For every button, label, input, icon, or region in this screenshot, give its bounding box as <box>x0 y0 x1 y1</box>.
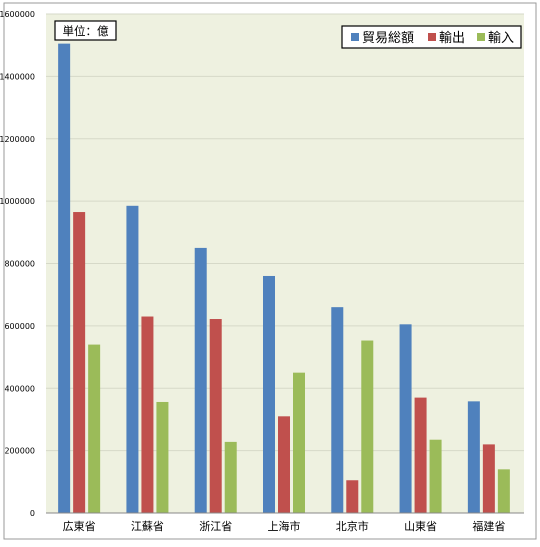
x-tick-label: 浙江省 <box>199 520 232 533</box>
bar-export-5 <box>414 397 427 513</box>
legend-swatch-trade-total <box>351 33 359 41</box>
legend-label-trade-total: 貿易総額 <box>362 31 414 46</box>
bar-trade-total-6 <box>467 401 480 513</box>
y-axis-ticks: 0 200000 400000 600000 800000 1000000 1200000 1… <box>0 10 35 518</box>
legend-swatch-export <box>428 33 436 41</box>
unit-label: 単位：億 <box>63 24 109 38</box>
bar-export-2 <box>209 319 222 513</box>
bars <box>58 43 510 514</box>
bar-import-6 <box>497 469 510 513</box>
y-tick-label: 1600000 <box>0 10 35 19</box>
y-tick-label: 400000 <box>4 384 35 393</box>
legend: 貿易総額 輸出 輸入 <box>341 25 522 49</box>
y-tick-label: 1000000 <box>0 197 35 206</box>
x-tick-label: 広東省 <box>63 520 96 533</box>
y-tick-label: 200000 <box>4 447 35 456</box>
y-tick-label: 800000 <box>4 260 35 269</box>
bar-trade-total-3 <box>263 275 275 513</box>
gridlines <box>46 13 524 452</box>
bar-export-1 <box>141 316 154 513</box>
legend-label-import: 輸入 <box>488 31 514 46</box>
bar-import-4 <box>361 340 374 513</box>
x-tick-label: 北京市 <box>336 519 369 533</box>
bar-trade-total-0 <box>58 43 71 514</box>
legend-swatch-import <box>477 33 485 41</box>
legend-label-export: 輸出 <box>439 31 465 46</box>
bar-export-6 <box>482 444 495 513</box>
bar-import-3 <box>293 372 305 513</box>
y-tick-label: 600000 <box>4 322 35 331</box>
bar-import-5 <box>429 439 442 513</box>
x-tick-label: 江蘇省 <box>131 520 164 533</box>
unit-label-box: 単位：億 <box>54 20 117 41</box>
bar-export-4 <box>346 480 359 513</box>
bar-trade-total-1 <box>126 205 139 513</box>
bar-import-0 <box>88 344 101 513</box>
x-axis-labels: 広東省 江蘇省 浙江省 上海市 北京市 山東省 福建省 <box>63 519 506 533</box>
bar-export-0 <box>73 212 86 513</box>
x-tick-label: 上海市 <box>268 519 301 533</box>
bar-trade-total-5 <box>399 324 412 513</box>
bar-import-2 <box>224 441 237 513</box>
x-tick-label: 福建省 <box>472 519 505 533</box>
x-tick-label: 山東省 <box>404 520 437 533</box>
y-tick-label: 0 <box>30 509 35 518</box>
bar-trade-total-4 <box>331 307 344 513</box>
y-tick-label: 1400000 <box>0 72 35 81</box>
bar-import-1 <box>156 401 169 513</box>
bar-trade-total-2 <box>194 247 207 513</box>
bar-export-3 <box>278 416 290 513</box>
y-tick-label: 1200000 <box>0 135 35 144</box>
